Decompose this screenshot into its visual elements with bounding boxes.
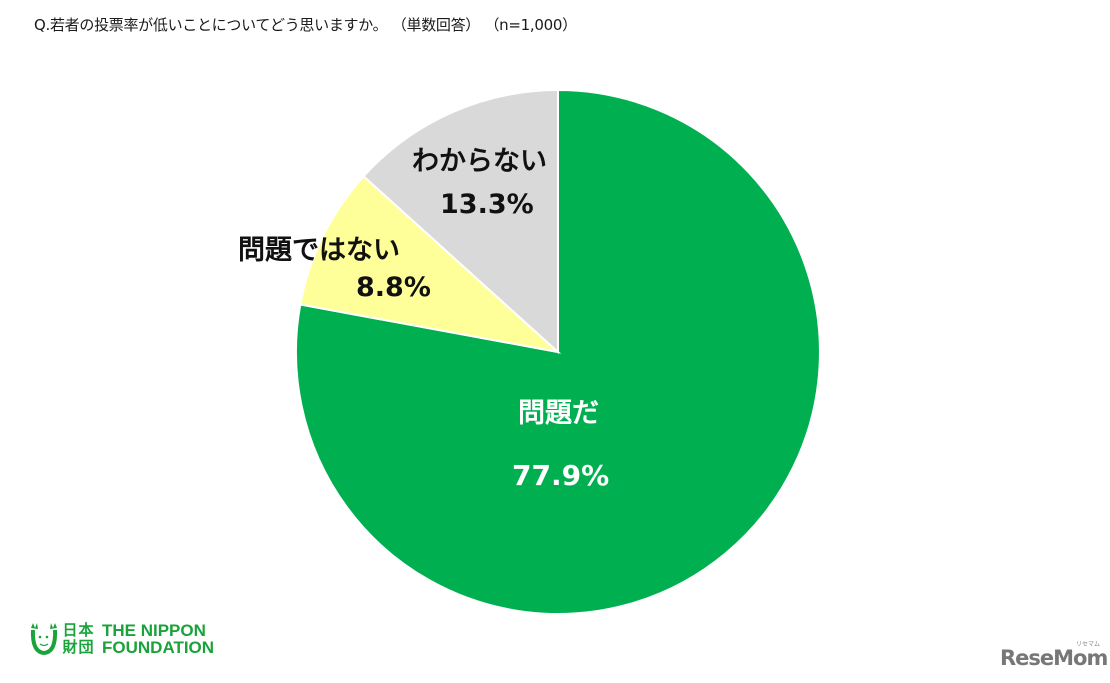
slice-dont-know xyxy=(362,88,559,355)
nippon-foundation-logo: 日 本 財 団 THE NIPPON FOUNDATION xyxy=(30,622,214,656)
logo-kanji-2: 本 xyxy=(78,621,94,639)
slice-not-problem xyxy=(299,174,562,354)
chart-title: Q.若者の投票率が低いことについてどう思いますか。 （単数回答） （n=1,00… xyxy=(34,16,577,34)
label-problem-name: 問題だ xyxy=(518,398,599,429)
logo-kanji: 日 本 財 団 xyxy=(62,622,94,656)
logo-line-1: THE NIPPON xyxy=(102,621,206,640)
label-dont-know-value: 13.3% xyxy=(440,189,534,220)
label-problem-value: 77.9% xyxy=(512,459,610,492)
logo-kanji-1: 日 xyxy=(62,621,78,639)
resemom-watermark-sub: リセマム xyxy=(1076,641,1101,648)
resemom-watermark: ReseMom xyxy=(1000,646,1108,670)
logo-text: THE NIPPON FOUNDATION xyxy=(102,622,214,656)
logo-kanji-4: 団 xyxy=(78,638,94,656)
logo-kanji-3: 財 xyxy=(62,638,78,656)
slice-problem xyxy=(295,88,821,615)
nippon-foundation-mascot-icon xyxy=(30,623,58,656)
label-not-problem-name: 問題ではない xyxy=(238,235,400,266)
logo-line-2: FOUNDATION xyxy=(102,638,215,657)
label-not-problem-value: 8.8% xyxy=(356,272,431,303)
label-dont-know-name: わからない xyxy=(412,146,547,177)
